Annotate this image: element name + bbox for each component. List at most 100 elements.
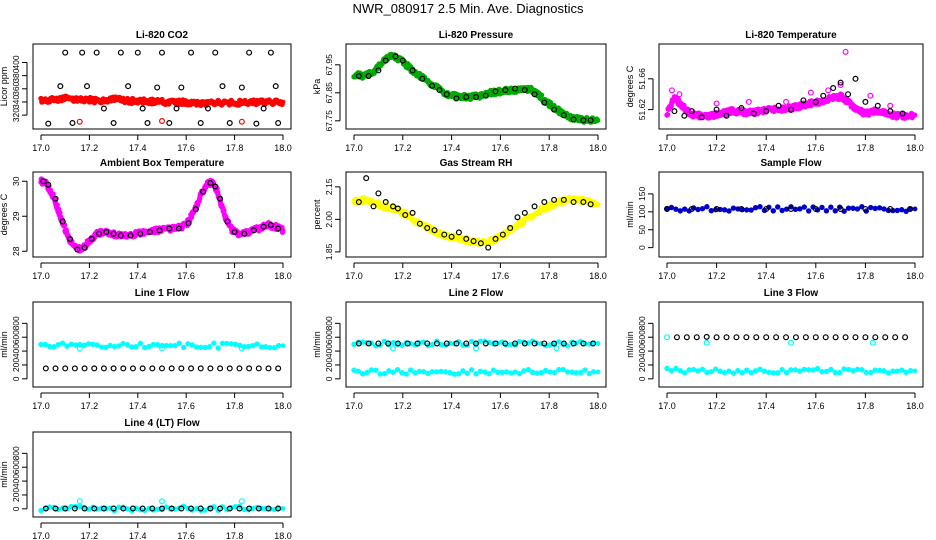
data-point	[899, 110, 906, 117]
data-point	[673, 334, 680, 341]
data-point	[763, 108, 770, 115]
data-point	[490, 367, 497, 373]
data-point	[272, 83, 279, 90]
y-tick-label: 320	[11, 108, 21, 122]
data-point	[486, 370, 492, 377]
data-point	[168, 365, 175, 372]
data-point	[556, 339, 562, 345]
data-point	[159, 345, 166, 352]
data-point	[832, 334, 839, 341]
x-tick-label: 17.4	[129, 271, 147, 281]
data-point	[463, 235, 470, 242]
y-tick-label: 150	[637, 187, 647, 201]
x-tick-label: 17.8	[226, 401, 244, 411]
data-point	[503, 369, 510, 375]
data-point	[681, 112, 688, 119]
y-tick-label: 29	[11, 211, 21, 221]
data-point	[68, 341, 74, 347]
data-point	[713, 366, 719, 372]
data-point	[739, 370, 745, 376]
data-point	[453, 340, 460, 347]
data-point	[375, 340, 382, 347]
data-point	[595, 369, 601, 375]
data-point	[207, 505, 214, 512]
data-point	[882, 334, 889, 341]
data-point	[103, 229, 110, 236]
y-tick-label: 67.75	[324, 110, 334, 132]
plot-frame	[32, 431, 292, 518]
data-point	[139, 365, 146, 372]
data-point	[59, 218, 66, 225]
data-layer	[664, 48, 918, 121]
data-point	[217, 365, 224, 372]
data-point	[744, 207, 750, 213]
y-axis-label: ml/min	[625, 331, 635, 358]
data-point	[529, 369, 536, 376]
data-point	[787, 106, 794, 113]
data-point	[850, 367, 856, 374]
data-point	[538, 92, 545, 98]
data-layer	[38, 498, 286, 514]
data-point	[185, 341, 191, 347]
data-point	[502, 86, 509, 93]
data-point	[801, 366, 807, 373]
data-point	[146, 343, 152, 350]
data-point	[238, 84, 245, 91]
chart-panel-5: Gas Stream RH 17.0 17.2 17.4 17.6 17.8 18.0 1.8…	[312, 158, 607, 281]
data-point	[713, 205, 720, 212]
x-tick-label: 18.0	[906, 143, 924, 153]
data-point	[149, 365, 156, 372]
data-point	[254, 341, 260, 347]
data-point	[45, 181, 52, 188]
data-point	[127, 232, 134, 239]
data-point	[792, 367, 799, 373]
data-point	[899, 367, 905, 373]
data-point	[206, 344, 213, 350]
data-point	[688, 108, 695, 115]
data-point	[103, 344, 109, 351]
data-point	[375, 67, 382, 74]
x-tick-label: 17.0	[345, 143, 363, 153]
data-point	[872, 205, 878, 212]
data-point	[69, 120, 76, 127]
data-point	[204, 105, 211, 112]
data-point	[120, 365, 127, 372]
data-point	[146, 229, 153, 236]
data-point	[580, 199, 587, 206]
data-point	[52, 195, 59, 202]
data-point	[473, 340, 480, 347]
data-point	[120, 340, 126, 347]
data-point	[217, 505, 224, 512]
chart-panel-10: Line 4 (LT) Flow 17.0 17.2 17.4 17.6 17.8 18.0…	[0, 418, 292, 540]
data-point	[394, 205, 401, 212]
data-point	[67, 236, 74, 243]
data-point	[814, 365, 821, 372]
data-point	[116, 343, 122, 349]
data-point	[117, 232, 124, 239]
x-tick-label: 17.4	[129, 531, 147, 540]
data-point	[698, 114, 705, 121]
data-point	[828, 204, 834, 210]
data-point	[717, 368, 723, 374]
x-tick-label: 17.0	[658, 143, 676, 153]
x-tick-label: 17.0	[32, 401, 50, 411]
x-tick-label: 18.0	[274, 401, 292, 411]
data-point	[280, 506, 286, 511]
chart-panel-4: Ambient Box Temperature 17.0 17.2 17.4 17.6 1…	[0, 158, 292, 281]
data-point	[703, 339, 710, 346]
data-point	[560, 196, 567, 203]
data-point	[541, 340, 548, 347]
data-point	[149, 505, 156, 512]
data-point	[477, 240, 484, 247]
data-point	[560, 112, 567, 119]
data-point	[455, 371, 462, 377]
data-point	[124, 342, 131, 348]
data-point	[219, 83, 226, 90]
data-point	[668, 367, 675, 374]
x-tick-label: 17.2	[708, 271, 726, 281]
data-point	[894, 368, 900, 374]
x-tick-label: 17.4	[129, 143, 147, 153]
data-point	[185, 220, 192, 227]
data-point	[892, 334, 899, 341]
data-point	[676, 91, 683, 98]
